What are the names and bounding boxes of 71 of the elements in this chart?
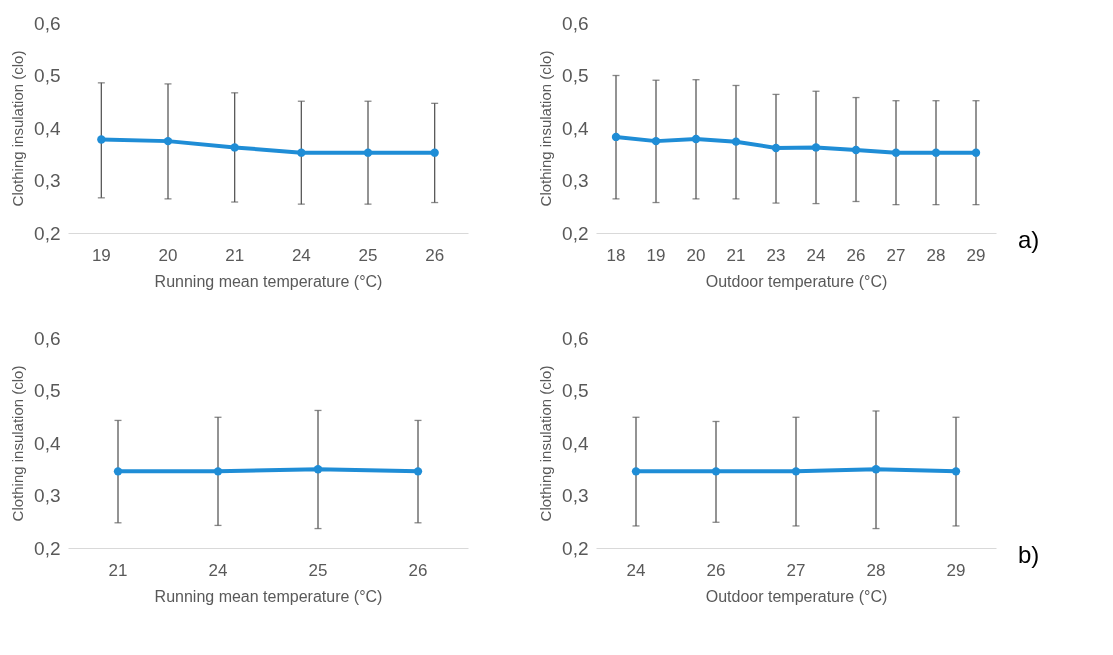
y-tick-label: 0,2	[34, 222, 61, 244]
y-tick-label: 0,5	[34, 380, 61, 401]
y-tick-label: 0,6	[562, 327, 589, 349]
x-tick-label: 19	[646, 245, 666, 265]
y-tick-label: 0,5	[562, 65, 589, 86]
x-tick-label: 18	[606, 245, 626, 265]
x-tick-label: 24	[208, 560, 228, 580]
x-tick-label: 26	[706, 560, 726, 580]
x-tick-label: 19	[91, 245, 111, 265]
y-tick-label: 0,5	[34, 65, 61, 86]
point	[651, 136, 661, 146]
x-tick-label: 29	[966, 245, 986, 265]
point	[691, 134, 701, 144]
x-tick-label: 24	[291, 245, 311, 265]
point	[891, 148, 901, 157]
point	[97, 135, 106, 144]
x-tick-label: 21	[108, 560, 128, 580]
x-axis-title: Outdoor temperature (°C)	[705, 272, 888, 290]
y-tick-label: 0,2	[562, 537, 589, 559]
point	[611, 132, 621, 142]
x-tick-label: 26	[425, 245, 445, 265]
point	[731, 137, 741, 146]
point	[931, 148, 941, 157]
x-tick-label: 27	[786, 560, 806, 580]
y-tick-label: 0,4	[562, 432, 589, 454]
x-tick-label: 24	[626, 560, 646, 580]
x-tick-label: 25	[358, 245, 378, 265]
y-tick-label: 0,3	[562, 485, 589, 506]
x-tick-label: 24	[806, 245, 826, 265]
y-tick-label: 0,6	[34, 12, 61, 34]
y-tick-label: 0,2	[34, 537, 61, 559]
x-tick-label: 20	[686, 245, 706, 265]
y-axis-title: Clothing insulation (clo)	[9, 365, 27, 522]
x-tick-label: 26	[846, 245, 866, 265]
text: a)	[1018, 226, 1040, 253]
point	[430, 148, 439, 157]
x-tick-label: 25	[308, 560, 328, 580]
point	[163, 136, 173, 146]
x-tick-label: 26	[408, 560, 428, 580]
y-axis-title: Clothing insulation (clo)	[537, 365, 555, 522]
y-tick-label: 0,2	[562, 222, 589, 244]
y-axis-title: Clothing insulation (clo)	[537, 50, 555, 207]
text: b)	[1018, 541, 1040, 568]
point	[297, 148, 306, 157]
y-tick-label: 0,4	[34, 117, 61, 139]
x-tick-label: 28	[866, 560, 886, 580]
x-axis-title: Running mean temperature (°C)	[154, 272, 383, 290]
y-tick-label: 0,3	[34, 485, 61, 506]
y-tick-label: 0,6	[562, 12, 589, 34]
x-tick-label: 23	[766, 245, 786, 265]
y-tick-label: 0,4	[562, 117, 589, 139]
point	[230, 143, 239, 152]
y-tick-label: 0,4	[34, 432, 61, 454]
x-tick-label: 27	[886, 245, 906, 265]
point	[811, 143, 821, 152]
x-axis-title: Running mean temperature (°C)	[154, 587, 383, 605]
y-axis-title: Clothing insulation (clo)	[9, 50, 27, 207]
x-tick-label: 20	[158, 245, 178, 265]
y-tick-label: 0,5	[562, 380, 589, 401]
y-tick-label: 0,3	[562, 170, 589, 191]
y-tick-label: 0,3	[34, 170, 61, 191]
x-tick-label: 29	[946, 560, 966, 580]
x-tick-label: 21	[225, 245, 245, 265]
point	[971, 148, 981, 157]
x-tick-label: 21	[726, 245, 746, 265]
point	[771, 143, 781, 153]
point	[851, 145, 861, 155]
x-tick-label: 28	[926, 245, 946, 265]
y-tick-label: 0,6	[34, 327, 61, 349]
x-axis-title: Outdoor temperature (°C)	[705, 587, 888, 605]
point	[363, 148, 373, 157]
